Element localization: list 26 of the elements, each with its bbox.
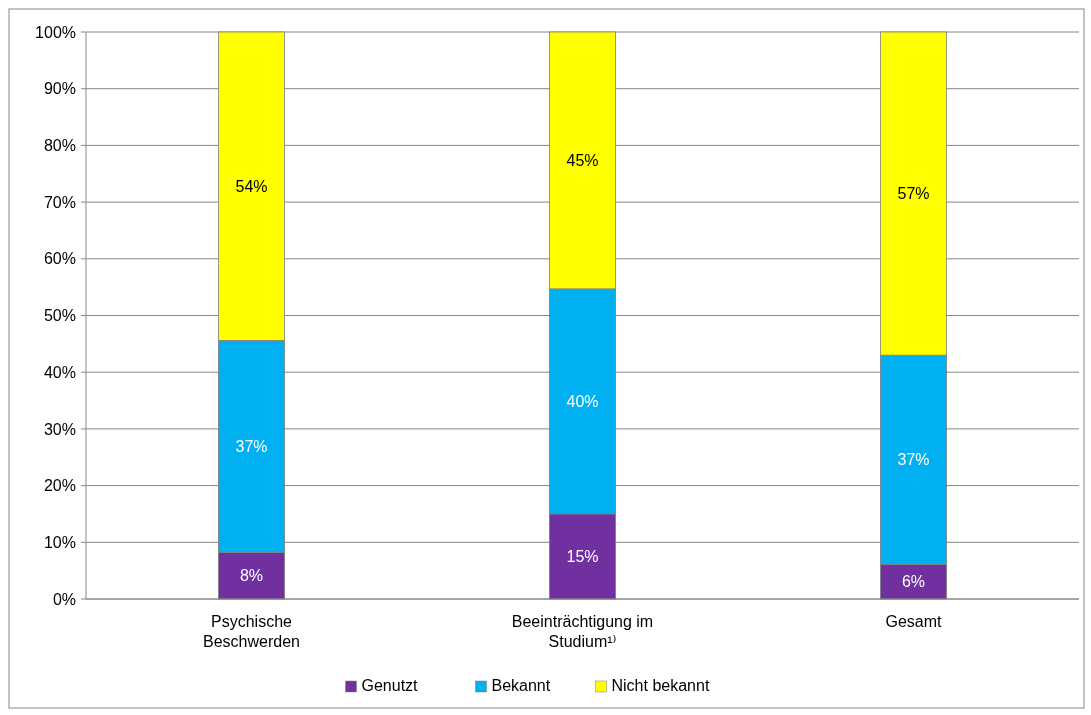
legend-label: Bekannt	[491, 677, 551, 694]
y-tick-label: 20%	[43, 477, 76, 495]
legend-label: Genutzt	[361, 677, 419, 694]
y-tick-label: 90%	[43, 80, 76, 98]
y-tick-label: 70%	[43, 193, 76, 211]
y-tick-label: 30%	[43, 420, 76, 438]
data-label: 15%	[566, 548, 599, 566]
y-tick-label: 40%	[43, 363, 76, 381]
data-label: 37%	[235, 438, 268, 456]
y-tick-label: 10%	[43, 533, 76, 551]
x-tick-label: Beeinträchtigung im Studium¹⁾	[511, 613, 654, 650]
data-label: 37%	[897, 451, 930, 469]
data-label: 40%	[566, 393, 599, 410]
y-tick-label: 80%	[43, 137, 76, 154]
y-tick-label: 60%	[43, 250, 76, 268]
y-tick-label: 100%	[35, 23, 76, 41]
y-tick-label: 50%	[43, 307, 76, 325]
data-label: 54%	[235, 177, 268, 195]
x-tick-label: Psychische Beschwerden	[203, 613, 300, 650]
data-label: 8%	[239, 567, 264, 585]
data-label: 45%	[566, 152, 599, 170]
y-tick-label: 0%	[52, 590, 76, 608]
data-label: 6%	[901, 573, 926, 591]
x-tick-label: Gesamt	[885, 613, 943, 630]
data-label: 57%	[897, 185, 930, 203]
legend-label: Nicht bekannt	[611, 677, 710, 694]
